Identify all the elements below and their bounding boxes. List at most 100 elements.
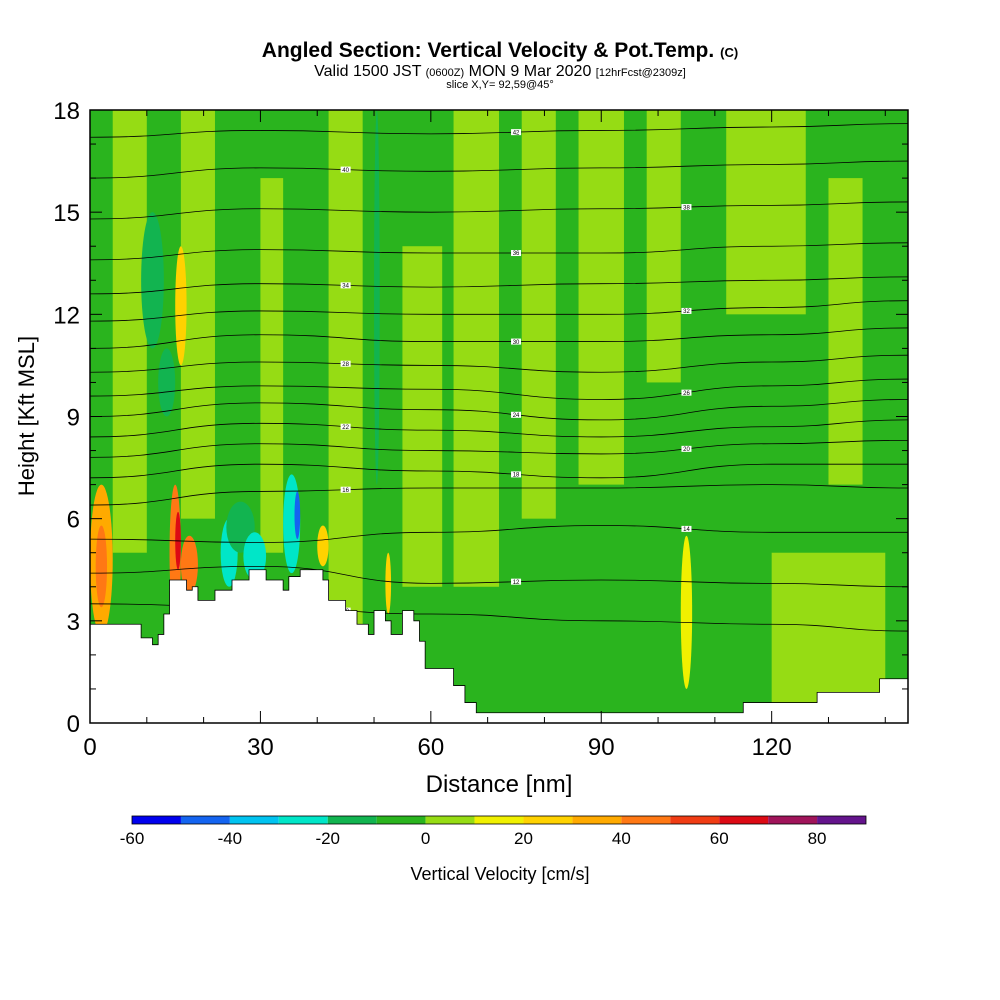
isentrope-18 — [90, 463, 908, 479]
isentrope-label: 42 — [513, 130, 520, 136]
isentrope-14 — [90, 525, 908, 543]
colorbar-swatch — [229, 816, 279, 824]
y-tick-label: 15 — [53, 200, 80, 227]
colorbar-swatch — [278, 816, 328, 824]
isentrope-32 — [90, 300, 908, 322]
velocity-cell-15 — [158, 348, 176, 417]
y-tick-label: 18 — [53, 98, 80, 125]
isentrope-26 — [90, 378, 908, 400]
velocity-region-3 — [260, 178, 284, 553]
colorbar-tick-label: -20 — [315, 829, 340, 848]
colorbar-swatch — [670, 816, 720, 824]
isentrope-42 — [90, 123, 908, 138]
x-tick-label: 90 — [588, 734, 615, 761]
colorbar-swatch — [621, 816, 671, 824]
colorbar-swatch — [719, 816, 769, 824]
isentrope-36 — [90, 242, 908, 261]
velocity-region-9 — [646, 110, 681, 383]
colorbar-swatch — [817, 816, 866, 824]
isentrope-label: 20 — [683, 447, 690, 453]
colorbar-tick-label: 20 — [514, 829, 533, 848]
y-tick-label: 12 — [53, 302, 80, 329]
colorbar-tick-label: 0 — [421, 829, 430, 848]
isentrope-label: 40 — [342, 168, 349, 174]
isentrope-30 — [90, 327, 908, 349]
isentrope-16 — [90, 484, 908, 506]
isentrope-22 — [90, 419, 908, 438]
y-tick-label: 0 — [67, 711, 80, 738]
velocity-cell-12 — [385, 552, 392, 615]
y-tick-label: 6 — [67, 507, 80, 534]
velocity-region-11 — [828, 178, 863, 485]
colorbar-swatch — [132, 816, 181, 824]
isentrope-40 — [90, 160, 908, 179]
velocity-cell-8 — [243, 532, 267, 580]
colorbar-tick-label: 80 — [808, 829, 827, 848]
isentrope-label: 18 — [513, 473, 520, 479]
chart-subtitle: Valid 1500 JST (0600Z) MON 9 Mar 2020 [1… — [314, 63, 686, 80]
velocity-cell-4 — [180, 535, 198, 594]
isentrope-label-bg — [340, 166, 351, 173]
velocity-region-10 — [726, 110, 806, 315]
velocity-region-5 — [402, 246, 443, 587]
isentrope-label: 34 — [342, 284, 349, 290]
velocity-cell-16 — [374, 110, 380, 485]
slice-label: slice X,Y= 92,59@45° — [446, 79, 554, 91]
colorbar-swatch — [768, 816, 818, 824]
velocity-region-6 — [453, 110, 499, 587]
isentrope-label-bg — [511, 411, 522, 418]
colorbar-tick-label: -60 — [120, 829, 145, 848]
x-tick-label: 60 — [417, 734, 444, 761]
velocity-cell-5 — [175, 246, 187, 366]
isentrope-label: 16 — [342, 488, 349, 494]
isentrope-38 — [90, 201, 908, 220]
isentrope-label: 30 — [513, 340, 520, 346]
x-tick-label: 120 — [752, 734, 792, 761]
velocity-region-8 — [578, 110, 624, 485]
isentrope-label-bg — [340, 360, 351, 367]
terrain-profile — [90, 569, 908, 723]
isentrope-label: 36 — [513, 251, 520, 257]
velocity-cells — [90, 110, 693, 689]
colorbar-swatch — [376, 816, 426, 824]
isentrope-34 — [90, 276, 908, 295]
velocity-region-12 — [487, 620, 602, 723]
isentrope-label: 28 — [342, 362, 349, 368]
isentrope-label-bg — [681, 204, 692, 211]
colorbar-tick-label: 40 — [612, 829, 631, 848]
colorbar-label: Vertical Velocity [cm/s] — [410, 864, 589, 884]
colorbar: -60 -40 -20 0 20 40 60 80 — [120, 815, 867, 848]
velocity-cell-14 — [141, 212, 164, 349]
isentrope-label-bg — [511, 129, 522, 136]
isentrope-12 — [90, 565, 908, 588]
colorbar-swatch — [523, 816, 573, 824]
isentrope-20 — [90, 439, 908, 458]
x-tick-label: 0 — [83, 734, 96, 761]
isentrope-label-bg — [511, 471, 522, 478]
y-tick-label: 3 — [67, 609, 80, 636]
isentrope-label: 32 — [683, 309, 690, 315]
isentrope-label-bg — [340, 486, 351, 493]
velocity-background — [90, 110, 908, 723]
velocity-region-1 — [112, 110, 147, 553]
isentrope-label: 22 — [342, 425, 349, 431]
y-axis-label: Height [Kft MSL] — [14, 336, 39, 496]
colorbar-swatch — [180, 816, 230, 824]
terrain — [90, 569, 908, 723]
isentrope-label-bg — [340, 423, 351, 430]
x-axis-label: Distance [nm] — [426, 771, 573, 798]
y-tick-label: 9 — [67, 405, 80, 432]
isentrope-28 — [90, 354, 908, 373]
chart-title: Angled Section: Vertical Velocity & Pot.… — [262, 39, 738, 62]
colorbar-swatch — [425, 816, 475, 824]
isentrope-label-bg — [511, 250, 522, 257]
isentrope-label-bg — [511, 578, 522, 585]
x-axis: 0 30 60 90 120 — [83, 110, 886, 761]
isentrope-label-bg — [511, 338, 522, 345]
x-tick-label: 30 — [247, 734, 274, 761]
colorbar-tick-label: -40 — [218, 829, 243, 848]
isentrope-label-bg — [681, 445, 692, 452]
isentrope-label-bg — [681, 389, 692, 396]
